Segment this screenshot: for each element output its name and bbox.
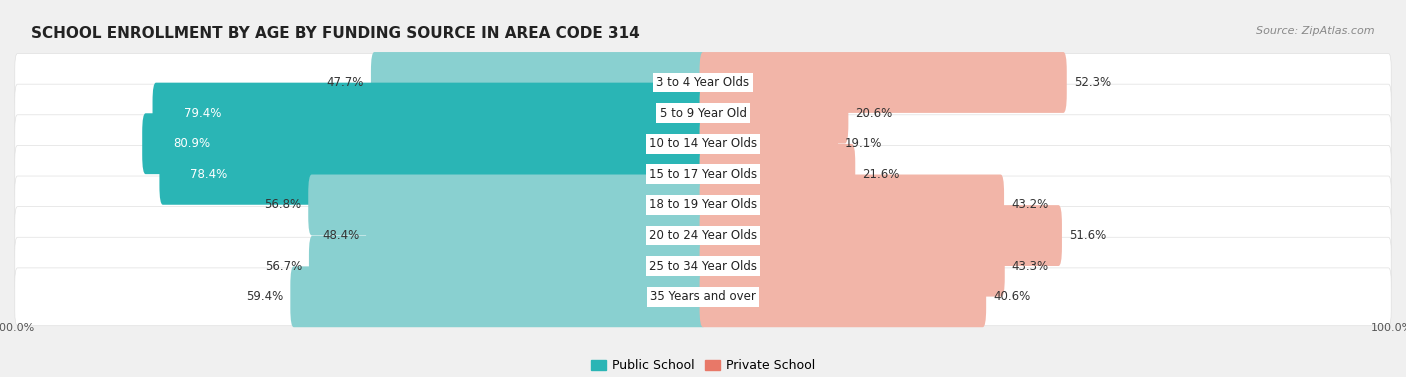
Text: 25 to 34 Year Olds: 25 to 34 Year Olds xyxy=(650,260,756,273)
Text: 80.9%: 80.9% xyxy=(173,137,211,150)
FancyBboxPatch shape xyxy=(371,52,706,113)
FancyBboxPatch shape xyxy=(700,175,1004,235)
Text: 19.1%: 19.1% xyxy=(845,137,883,150)
FancyBboxPatch shape xyxy=(142,113,706,174)
FancyBboxPatch shape xyxy=(14,207,1392,265)
Text: 3 to 4 Year Olds: 3 to 4 Year Olds xyxy=(657,76,749,89)
Text: 59.4%: 59.4% xyxy=(246,290,284,303)
FancyBboxPatch shape xyxy=(290,267,706,327)
FancyBboxPatch shape xyxy=(14,115,1392,173)
FancyBboxPatch shape xyxy=(14,84,1392,142)
FancyBboxPatch shape xyxy=(309,236,706,297)
FancyBboxPatch shape xyxy=(14,176,1392,234)
FancyBboxPatch shape xyxy=(700,236,1005,297)
Text: 48.4%: 48.4% xyxy=(322,229,359,242)
Text: 40.6%: 40.6% xyxy=(993,290,1031,303)
Legend: Public School, Private School: Public School, Private School xyxy=(586,354,820,377)
Text: 56.7%: 56.7% xyxy=(264,260,302,273)
FancyBboxPatch shape xyxy=(14,268,1392,326)
Text: Source: ZipAtlas.com: Source: ZipAtlas.com xyxy=(1257,26,1375,37)
FancyBboxPatch shape xyxy=(366,205,706,266)
Text: 43.3%: 43.3% xyxy=(1012,260,1049,273)
Text: 15 to 17 Year Olds: 15 to 17 Year Olds xyxy=(650,168,756,181)
Text: SCHOOL ENROLLMENT BY AGE BY FUNDING SOURCE IN AREA CODE 314: SCHOOL ENROLLMENT BY AGE BY FUNDING SOUR… xyxy=(31,26,640,41)
Text: 52.3%: 52.3% xyxy=(1074,76,1111,89)
FancyBboxPatch shape xyxy=(14,237,1392,295)
Text: 18 to 19 Year Olds: 18 to 19 Year Olds xyxy=(650,198,756,211)
Text: 21.6%: 21.6% xyxy=(862,168,900,181)
FancyBboxPatch shape xyxy=(14,146,1392,203)
FancyBboxPatch shape xyxy=(700,144,855,205)
Text: 47.7%: 47.7% xyxy=(326,76,364,89)
Text: 100.0%: 100.0% xyxy=(1371,323,1406,333)
FancyBboxPatch shape xyxy=(14,54,1392,111)
Text: 20 to 24 Year Olds: 20 to 24 Year Olds xyxy=(650,229,756,242)
Text: 20.6%: 20.6% xyxy=(855,107,893,120)
FancyBboxPatch shape xyxy=(700,52,1067,113)
Text: 78.4%: 78.4% xyxy=(190,168,228,181)
Text: 100.0%: 100.0% xyxy=(0,323,35,333)
Text: 56.8%: 56.8% xyxy=(264,198,301,211)
Text: 35 Years and over: 35 Years and over xyxy=(650,290,756,303)
Text: 79.4%: 79.4% xyxy=(184,107,221,120)
FancyBboxPatch shape xyxy=(700,267,986,327)
FancyBboxPatch shape xyxy=(152,83,706,144)
FancyBboxPatch shape xyxy=(700,83,848,144)
Text: 51.6%: 51.6% xyxy=(1069,229,1107,242)
Text: 10 to 14 Year Olds: 10 to 14 Year Olds xyxy=(650,137,756,150)
FancyBboxPatch shape xyxy=(700,113,838,174)
FancyBboxPatch shape xyxy=(159,144,706,205)
FancyBboxPatch shape xyxy=(700,205,1062,266)
Text: 5 to 9 Year Old: 5 to 9 Year Old xyxy=(659,107,747,120)
FancyBboxPatch shape xyxy=(308,175,706,235)
Text: 43.2%: 43.2% xyxy=(1011,198,1049,211)
